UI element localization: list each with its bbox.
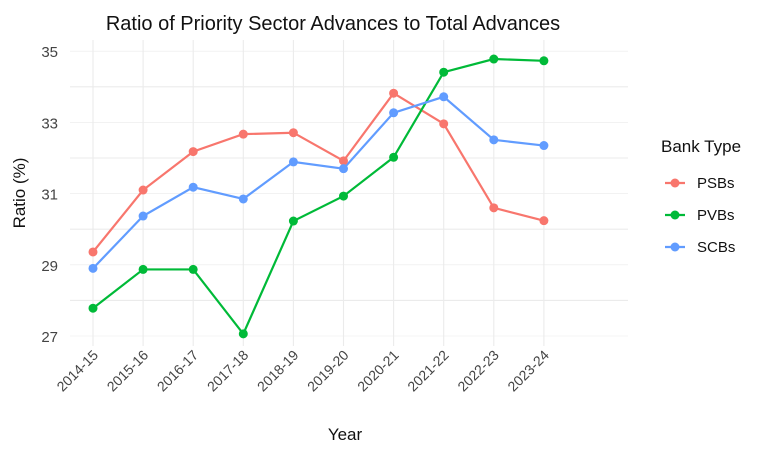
data-point-psbs (339, 156, 348, 166)
x-tick-label: 2018-19 (254, 347, 302, 395)
data-point-scbs (288, 157, 298, 167)
data-point-scbs (188, 182, 198, 192)
data-point-scbs (439, 92, 449, 102)
series-line-scbs (92, 95, 545, 270)
x-axis-label: Year (328, 425, 363, 444)
gridlines (70, 40, 628, 346)
data-point-pvbs (489, 54, 499, 64)
y-tick-label: 31 (41, 187, 58, 204)
data-point-scbs (238, 194, 248, 204)
data-point-psbs (88, 247, 98, 257)
y-tick-label: 33 (41, 115, 58, 132)
series-points (88, 54, 549, 339)
y-tick-label: 27 (41, 329, 58, 346)
data-point-scbs (489, 135, 499, 145)
data-point-psbs (489, 203, 499, 213)
data-point-psbs (138, 185, 148, 195)
y-axis-ticks: 27 29 31 33 35 (41, 44, 58, 346)
series-line-psbs (92, 91, 545, 253)
data-point-scbs (389, 108, 399, 118)
legend-title: Bank Type (661, 137, 741, 156)
data-point-pvbs (138, 264, 148, 274)
legend-label: SCBs (697, 239, 735, 256)
data-point-pvbs (439, 67, 449, 77)
x-tick-label: 2015-16 (104, 347, 152, 395)
data-point-pvbs (238, 329, 248, 339)
data-point-psbs (539, 216, 549, 226)
legend-key-point (670, 210, 680, 220)
data-point-pvbs (88, 303, 98, 313)
x-tick-label: 2020-21 (354, 347, 402, 395)
data-point-psbs (439, 119, 449, 129)
data-point-pvbs (188, 264, 198, 274)
data-point-psbs (238, 129, 248, 139)
y-axis-label: Ratio (%) (10, 158, 29, 229)
data-point-pvbs (339, 191, 348, 201)
legend-label: PVBs (697, 207, 735, 224)
data-point-scbs (539, 141, 549, 151)
x-tick-label: 2016-17 (154, 347, 202, 395)
data-point-pvbs (539, 56, 549, 66)
legend-label: PSBs (697, 175, 735, 192)
chart-title: Ratio of Priority Sector Advances to Tot… (106, 13, 560, 35)
data-point-pvbs (288, 216, 298, 226)
data-point-scbs (88, 263, 98, 273)
data-point-scbs (138, 211, 148, 221)
x-tick-label: 2021-22 (404, 347, 452, 395)
data-point-pvbs (389, 152, 399, 162)
data-point-psbs (288, 128, 298, 138)
y-tick-label: 29 (41, 258, 58, 275)
x-axis-ticks: 2014-15 2015-16 2016-17 2017-18 2018-19 2019-… (53, 347, 552, 395)
x-tick-label: 2014-15 (53, 347, 101, 395)
legend-key-point (670, 178, 680, 188)
series-lines (92, 57, 545, 336)
data-point-psbs (389, 88, 399, 98)
x-tick-label: 2022-23 (454, 347, 502, 395)
data-point-psbs (188, 147, 198, 157)
data-point-scbs (339, 164, 348, 174)
x-tick-label: 2023-24 (504, 347, 552, 395)
x-tick-label: 2019-20 (304, 347, 352, 395)
y-tick-label: 35 (41, 44, 58, 61)
series-line-pvbs (92, 57, 544, 336)
x-tick-label: 2017-18 (204, 347, 252, 395)
legend-key-point (670, 242, 680, 252)
legend: PSBs PVBs SCBs (665, 175, 735, 256)
